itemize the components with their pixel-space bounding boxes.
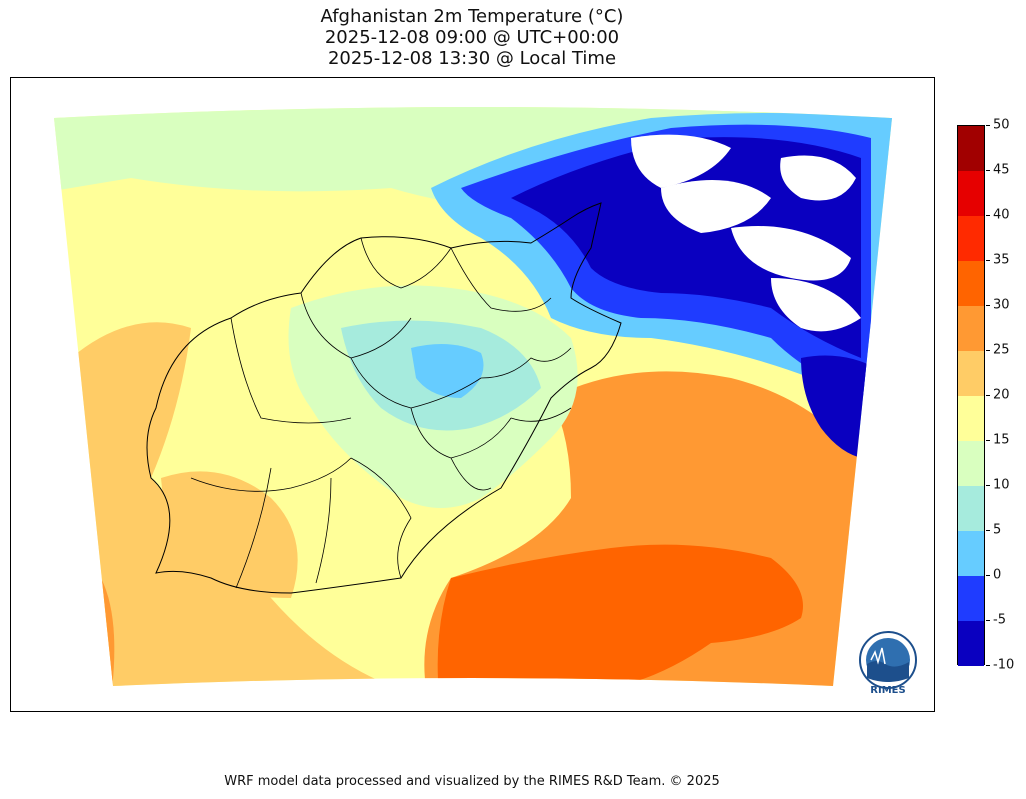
colorbar-tick [986,125,990,126]
colorbar-tick-label: 45 [993,162,1010,178]
band-20-25-west [71,322,431,686]
colorbar-band [958,621,984,666]
colorbar [957,125,985,666]
title-line-1: Afghanistan 2m Temperature (°C) [320,6,624,27]
province-boundaries [190,237,572,589]
band-below-minus10-2 [661,180,771,233]
band-minus10-minus5-northeast [511,137,861,358]
colorbar-tick [986,305,990,306]
colorbar-tick-label: 15 [993,432,1010,448]
colorbar-tick [986,485,990,486]
colorbar-tick-label: 5 [993,522,1002,538]
colorbar-tick [986,170,990,171]
colorbar-band [958,306,984,351]
colorbar-tick [986,395,990,396]
colorbar-band [958,261,984,306]
colorbar-tick [986,530,990,531]
temperature-map [54,107,892,686]
title-line-3: 2025-12-08 13:30 @ Local Time [327,48,617,69]
colorbar-tick-label: 0 [993,567,1002,583]
colorbar-tick-label: -5 [993,612,1006,628]
map-frame [10,77,935,712]
rimes-logo-emblem [859,631,917,689]
colorbar-band [958,396,984,441]
country-boundary [146,202,622,594]
rimes-logo-text: RIMES [870,685,906,696]
colorbar-band [958,531,984,576]
band-below-minus10-1 [631,134,731,188]
colorbar-tick-label: 40 [993,207,1010,223]
colorbar-band [958,216,984,261]
colorbar-tick [986,215,990,216]
band-30-35-southeast [437,544,803,686]
temperature-field [54,107,892,686]
colorbar-band [958,576,984,621]
colorbar-tick-label: 30 [993,297,1010,313]
colorbar-band [958,171,984,216]
chart-title: Afghanistan 2m Temperature (°C) 2025-12-… [0,6,944,69]
colorbar-band [958,441,984,486]
band-below-minus10-4 [780,155,856,201]
colorbar-tick-label: -10 [993,657,1015,673]
band-below-minus10-3 [731,226,851,281]
colorbar-tick-label: 25 [993,342,1010,358]
colorbar-tick-label: 10 [993,477,1010,493]
colorbar-tick [986,620,990,621]
colorbar-tick [986,440,990,441]
colorbar-tick [986,575,990,576]
colorbar-tick-label: 20 [993,387,1010,403]
colorbar-band [958,351,984,396]
band-0-5-central [411,344,484,398]
rimes-logo: RIMES [855,630,921,702]
colorbar-tick-label: 35 [993,252,1010,268]
colorbar-tick [986,350,990,351]
colorbar-tick [986,260,990,261]
colorbar-tick-label: 50 [993,117,1010,133]
title-line-2: 2025-12-08 09:00 @ UTC+00:00 [324,27,620,48]
band-below-minus10-5 [771,278,861,332]
colorbar-band [958,126,984,171]
colorbar-band [958,486,984,531]
colorbar-tick [986,665,990,666]
footer-credit: WRF model data processed and visualized … [224,774,720,789]
